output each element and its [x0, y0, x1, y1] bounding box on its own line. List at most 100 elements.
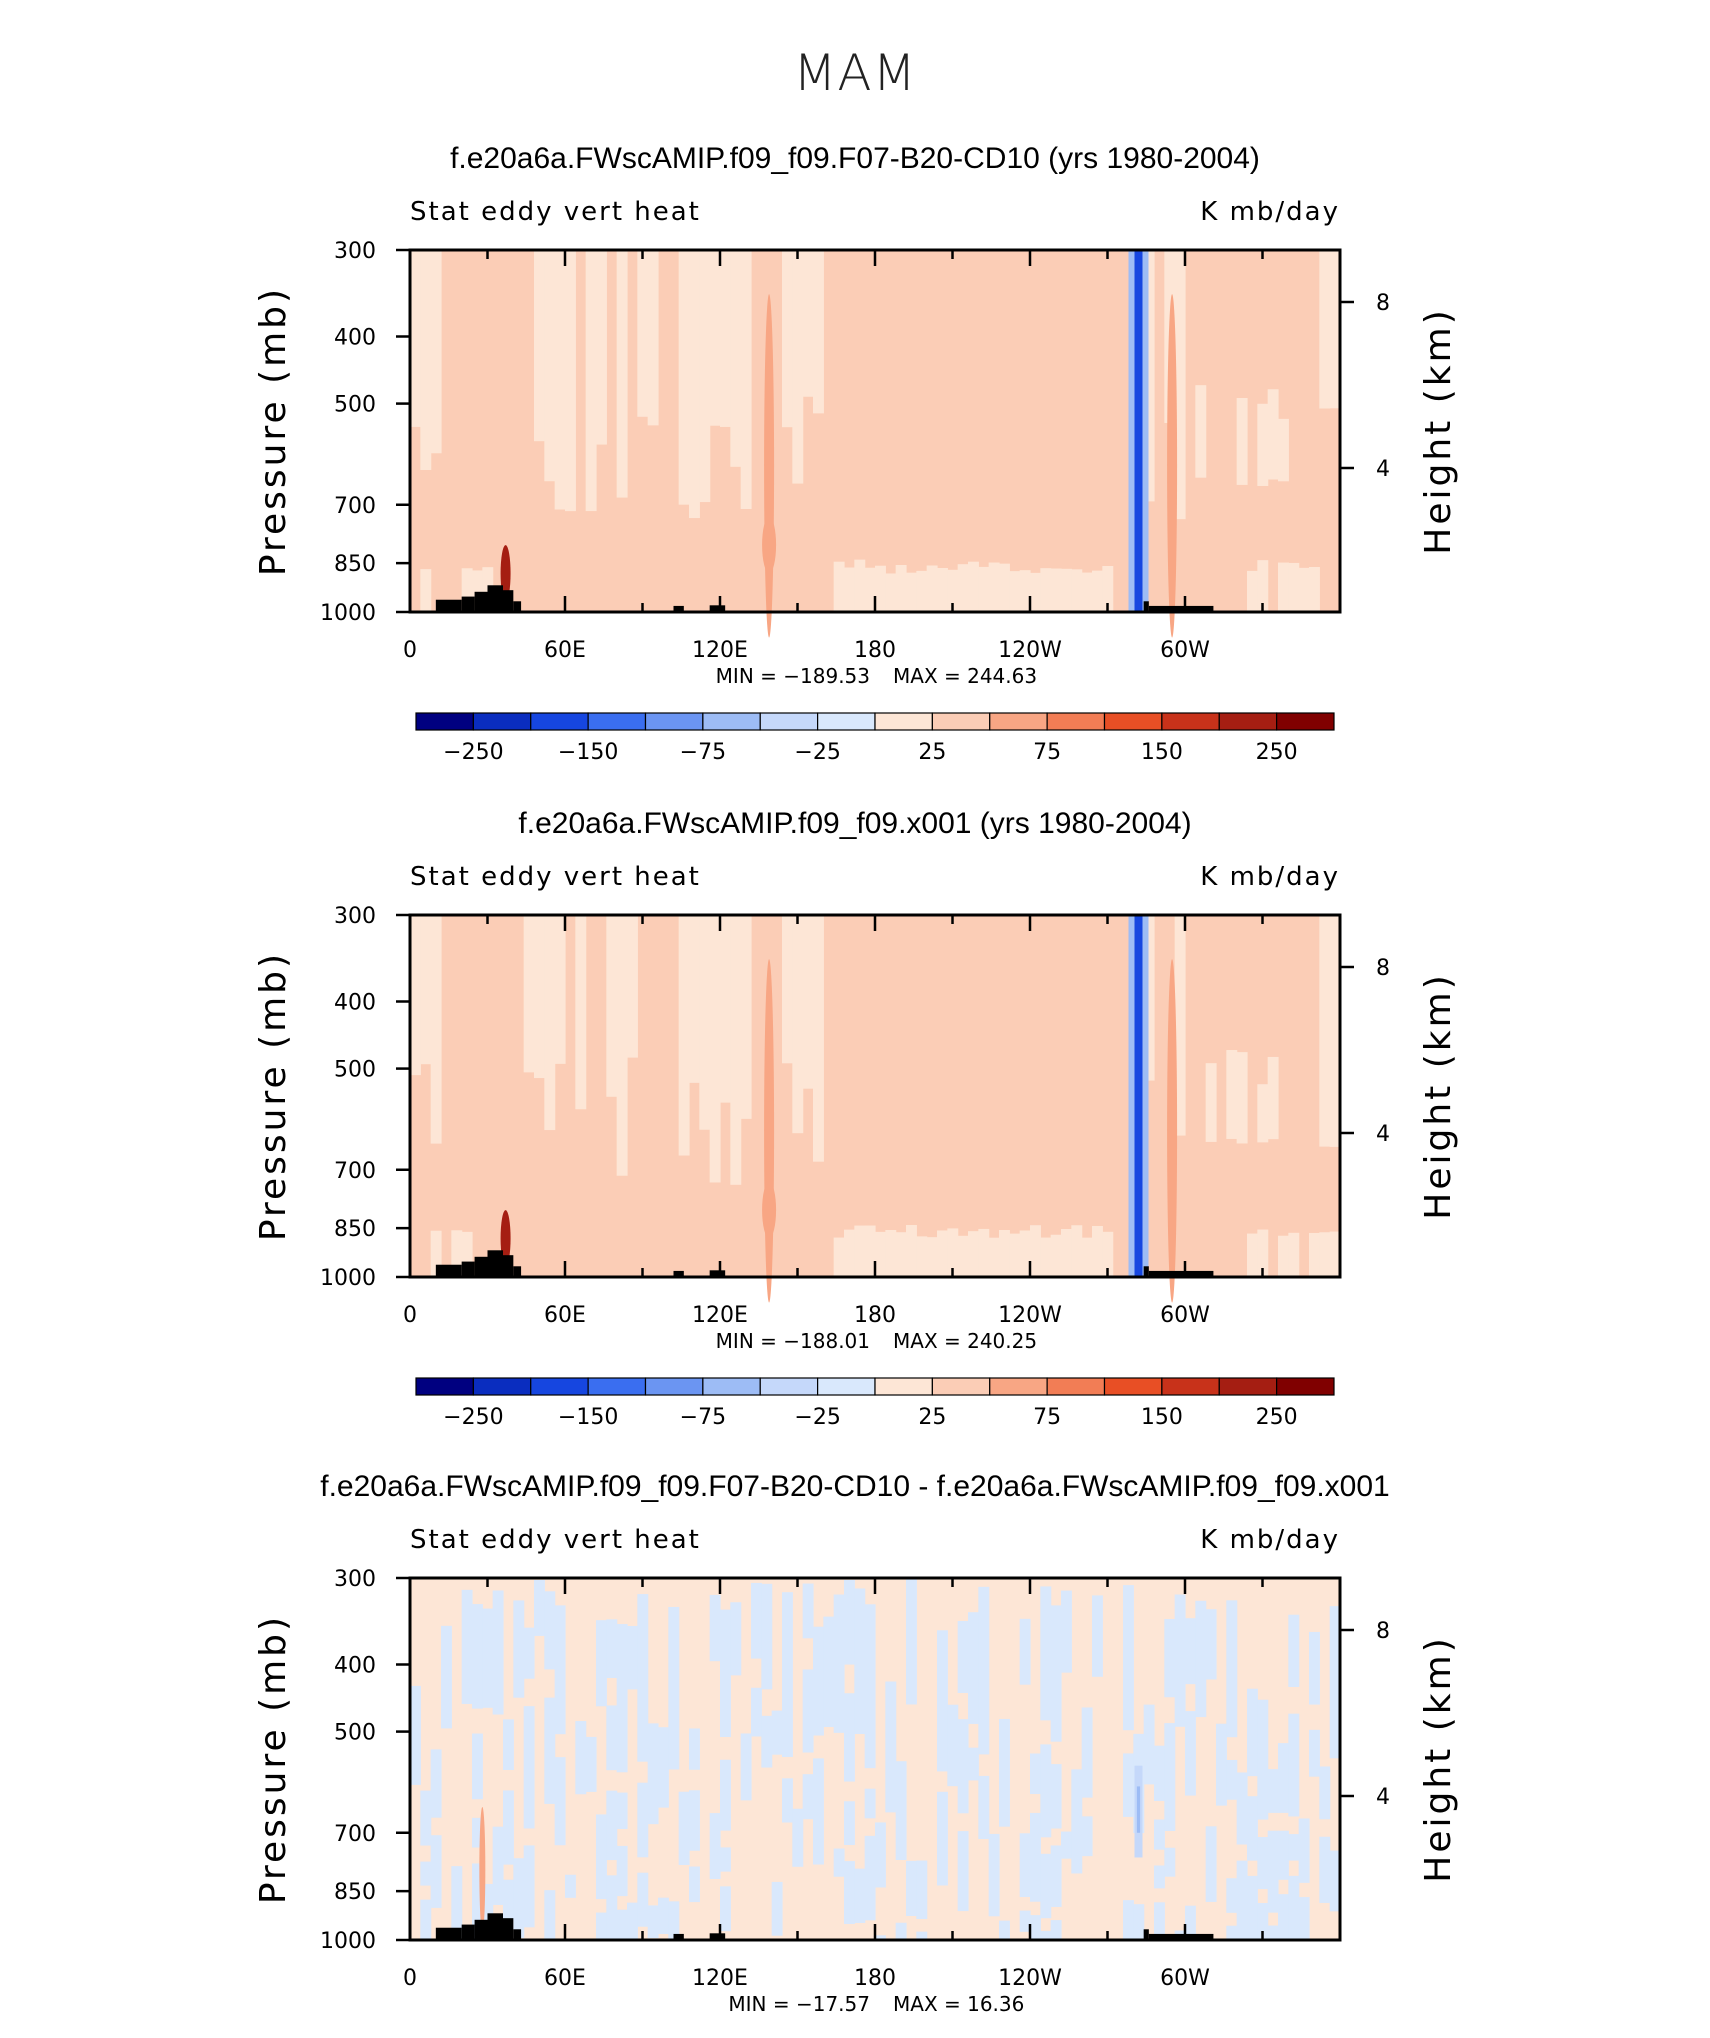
contour-patch: [968, 1231, 979, 1277]
contour-patch: [1081, 1237, 1093, 1277]
contour-patch: [482, 1608, 494, 1708]
contour-patch: [1226, 1759, 1238, 1800]
min-value: MIN = −189.53: [716, 664, 870, 688]
topography: [503, 590, 514, 612]
contour-patch: [596, 1620, 607, 1707]
contour-patch: [1154, 1819, 1165, 1850]
colorbar-swatch: [587, 712, 647, 731]
contour-patch: [503, 1879, 514, 1920]
colorbar-swatch: [702, 1377, 761, 1396]
contour-patch: [523, 915, 535, 1073]
contour-patch: [1247, 1875, 1258, 1939]
contour-patch: [720, 1847, 731, 1872]
contour-patch: [616, 1792, 628, 1829]
contour-patch: [699, 915, 711, 1130]
colorbar-label: 25: [918, 740, 946, 765]
contour-patch: [1298, 1897, 1310, 1940]
topography: [474, 1919, 488, 1940]
positive-plume: [762, 1181, 777, 1238]
contour-patch: [1154, 1745, 1165, 1801]
contour-patch: [782, 1778, 793, 1823]
contour-patch: [1319, 915, 1331, 1147]
colorbar-swatch: [1103, 712, 1163, 731]
contour-patch: [534, 915, 545, 1079]
y-tick-label: 300: [334, 239, 376, 264]
contour-patch: [1185, 1618, 1196, 1685]
colorbar-swatch: [874, 1377, 933, 1396]
contour-patch: [792, 250, 804, 484]
y2-tick-label: 8: [1376, 956, 1390, 981]
contour-patch: [720, 915, 731, 1103]
contour-patch: [1257, 560, 1269, 612]
contour-patch: [678, 1791, 690, 1865]
contour-patch: [420, 569, 432, 612]
topography: [673, 605, 684, 612]
y2-axis-title: Height (km): [1418, 307, 1459, 554]
min-value: MIN = −188.01: [716, 1329, 870, 1353]
contour-patch: [771, 1710, 783, 1755]
contour-patch: [1288, 1834, 1300, 1861]
contour-patch: [947, 1704, 959, 1787]
contour-patch: [492, 1826, 504, 1905]
contour-patch: [544, 1697, 556, 1804]
x-tick-label: 120E: [692, 638, 748, 663]
contour-patch: [1247, 1233, 1258, 1277]
x-tick-label: 120W: [998, 638, 1062, 663]
x-tick-label: 120W: [998, 1303, 1062, 1328]
contour-patch: [482, 1883, 494, 1940]
negative-plume-core: [1134, 250, 1143, 612]
contour-patch: [678, 250, 690, 505]
contour-patch: [844, 1693, 855, 1782]
contour-patch: [637, 1594, 649, 1762]
contour-patch: [554, 250, 566, 510]
x-tick-label: 180: [854, 1303, 896, 1328]
y-tick-label: 850: [334, 552, 376, 577]
contour-patch: [1143, 1704, 1155, 1785]
contour-patch: [844, 1579, 855, 1665]
contour-patch: [1257, 1229, 1269, 1277]
contour-patch: [1019, 1230, 1031, 1277]
colorbar-label: −25: [794, 1405, 840, 1430]
max-value: MAX = 16.36: [893, 1992, 1024, 2016]
colorbar-label: 150: [1141, 1405, 1183, 1430]
contour-patch: [689, 915, 700, 1083]
colorbar-swatch: [472, 712, 532, 731]
contour-patch: [1309, 566, 1320, 612]
contour-patch: [1092, 1225, 1103, 1277]
contour-patch: [1050, 1920, 1062, 1940]
y2-tick-label: 8: [1376, 1619, 1390, 1644]
topography: [1148, 1933, 1214, 1940]
colorbar-swatch: [759, 712, 819, 731]
colorbar-label: −250: [443, 1405, 503, 1430]
y-tick-label: 700: [334, 1159, 376, 1184]
contour-patch: [689, 250, 700, 519]
colorbar-label: 250: [1256, 1405, 1298, 1430]
colorbar-swatch: [817, 1377, 876, 1396]
contour-patch: [802, 1669, 814, 1753]
colorbar-swatch: [931, 712, 991, 731]
contour-patch: [1050, 568, 1062, 612]
y-tick-label: 400: [334, 1653, 376, 1678]
units-label: K mb/day: [1200, 197, 1340, 227]
contour-patch: [844, 1861, 855, 1924]
colorbar-label: −75: [680, 740, 726, 765]
positive-plume: [764, 294, 775, 638]
max-value: MAX = 244.63: [893, 664, 1037, 688]
contour-patch: [472, 1733, 483, 1800]
contour-patch: [658, 1897, 669, 1934]
contour-patch: [875, 1822, 886, 1888]
contour-patch: [420, 1861, 432, 1886]
topography: [435, 1264, 462, 1277]
contour-patch: [1278, 1830, 1289, 1880]
colorbar-swatch: [644, 712, 704, 731]
contour-patch: [1278, 418, 1289, 482]
contour-patch: [1061, 568, 1072, 612]
contour-patch: [1050, 1605, 1062, 1742]
contour-patch: [813, 1626, 824, 1736]
contour-patch: [988, 1237, 1000, 1277]
topography: [1148, 605, 1214, 612]
contour-patch: [978, 1228, 990, 1277]
panel-title: f.e20a6a.FWscAMIP.f09_f09.x001 (yrs 1980…: [518, 807, 1191, 840]
contour-patch: [1236, 1860, 1248, 1939]
contour-patch: [1267, 1056, 1279, 1140]
